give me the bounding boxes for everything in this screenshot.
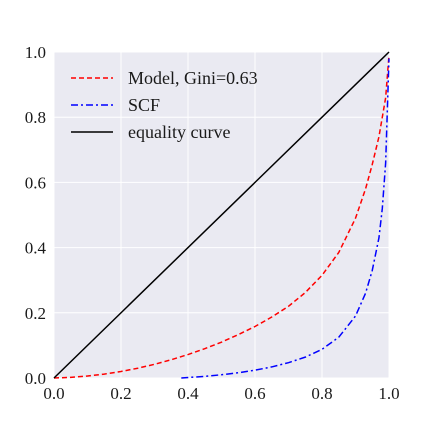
x-tick-label: 0.6 — [244, 384, 265, 403]
x-tick-label: 0.0 — [43, 384, 64, 403]
y-tick-label: 0.2 — [25, 304, 46, 323]
y-tick-label: 1.0 — [25, 43, 46, 62]
tick-labels: 0.0 0.2 0.4 0.6 0.8 1.0 0.0 0.2 0.4 0.6 0.8 1.0 — [25, 43, 400, 403]
x-tick-label: 0.2 — [110, 384, 131, 403]
legend-label-1: SCF — [128, 95, 160, 115]
x-tick-label: 0.4 — [177, 384, 199, 403]
series-lines — [53, 51, 390, 379]
legend: Model, Gini=0.63 SCF equality curve — [71, 68, 258, 142]
y-tick-label: 0.4 — [25, 239, 47, 258]
legend-label-2: equality curve — [128, 122, 230, 142]
x-tick-label: 1.0 — [378, 384, 399, 403]
series-line-2 — [53, 51, 390, 379]
y-tick-label: 0.0 — [25, 369, 46, 388]
series-line-1 — [181, 58, 390, 379]
y-tick-label: 0.8 — [25, 108, 46, 127]
x-tick-label: 0.8 — [311, 384, 332, 403]
series-line-0 — [53, 55, 390, 379]
y-tick-label: 0.6 — [25, 173, 46, 192]
grid-lines — [53, 51, 390, 379]
legend-label-0: Model, Gini=0.63 — [128, 68, 258, 88]
